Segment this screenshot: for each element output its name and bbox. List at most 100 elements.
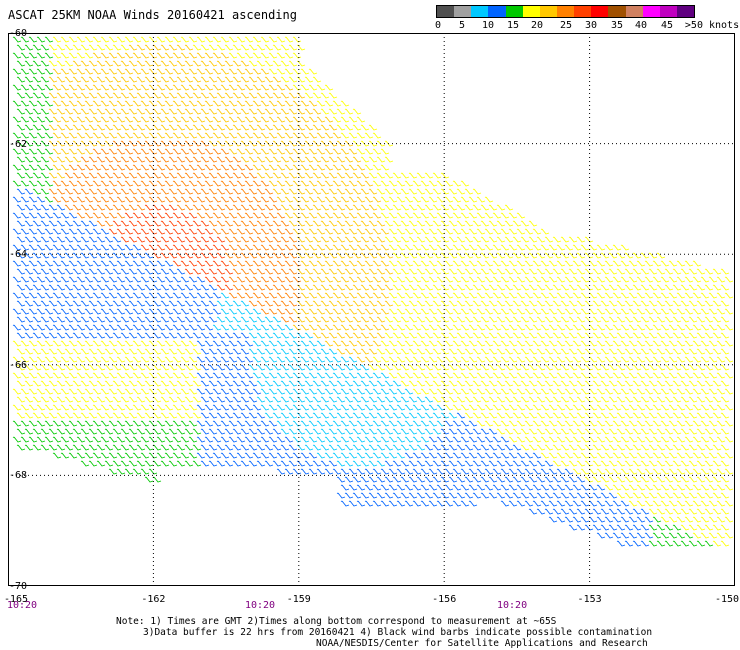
wind-barb: [168, 300, 178, 307]
wind-barb: [124, 372, 134, 379]
wind-barb: [60, 116, 70, 123]
wind-barb: [116, 260, 126, 267]
wind-barb: [424, 460, 434, 467]
wind-barb: [376, 284, 386, 291]
wind-barb: [168, 268, 178, 275]
wind-barb: [156, 436, 166, 443]
wind-barb: [260, 212, 270, 219]
wind-barb: [572, 452, 582, 459]
wind-barb: [156, 196, 166, 203]
wind-barb: [308, 84, 318, 91]
wind-barb: [664, 284, 674, 291]
wind-barb: [172, 164, 182, 171]
wind-barb: [372, 228, 382, 235]
wind-barb: [408, 332, 418, 339]
wind-barb: [212, 372, 222, 379]
wind-barb: [656, 364, 666, 371]
wind-barb: [552, 492, 562, 499]
wind-barb: [152, 124, 162, 131]
wind-barb: [320, 252, 330, 259]
wind-barb: [604, 516, 614, 523]
wind-barb: [108, 164, 118, 171]
wind-barb: [112, 44, 122, 51]
wind-barb: [720, 540, 730, 547]
wind-barb: [160, 172, 170, 179]
wind-barb: [428, 212, 438, 219]
wind-barb: [360, 444, 370, 451]
wind-barb: [428, 180, 438, 187]
wind-barb: [292, 180, 302, 187]
wind-barb: [52, 212, 62, 219]
wind-barb: [336, 124, 346, 131]
wind-barb: [560, 284, 570, 291]
wind-barb: [248, 92, 258, 99]
wind-barb: [564, 356, 574, 363]
wind-barb: [456, 204, 466, 211]
wind-barb: [596, 340, 606, 347]
wind-barb: [112, 124, 122, 131]
wind-barb: [612, 484, 622, 491]
wind-barb: [548, 372, 558, 379]
wind-barb: [68, 196, 78, 203]
wind-barb: [364, 436, 374, 443]
wind-barb: [276, 164, 286, 171]
wind-barb: [120, 140, 130, 147]
wind-barb: [556, 420, 566, 427]
wind-barb: [64, 220, 74, 227]
wind-barb: [24, 188, 34, 195]
wind-barb: [548, 436, 558, 443]
wind-barb: [664, 492, 674, 499]
wind-barb: [260, 340, 270, 347]
wind-barb: [464, 380, 474, 387]
wind-barb: [592, 316, 602, 323]
wind-barb: [600, 284, 610, 291]
wind-barb: [140, 68, 150, 75]
wind-barb: [412, 420, 422, 427]
wind-barb: [208, 204, 218, 211]
wind-barb: [12, 260, 22, 267]
wind-barb: [108, 68, 118, 75]
wind-barb: [608, 316, 618, 323]
wind-barb: [16, 316, 26, 323]
wind-barb: [140, 468, 150, 475]
wind-barb: [444, 228, 454, 235]
wind-barb: [88, 92, 98, 99]
wind-barb: [268, 52, 278, 59]
wind-barb: [476, 292, 486, 299]
wind-barb: [224, 124, 234, 131]
wind-barb: [56, 396, 66, 403]
wind-barb: [52, 228, 62, 235]
wind-barb: [164, 196, 174, 203]
wind-barb: [72, 172, 82, 179]
wind-barb: [328, 236, 338, 243]
wind-barb: [256, 428, 266, 435]
wind-barb: [176, 140, 186, 147]
wind-barb: [300, 436, 310, 443]
wind-barb: [200, 124, 210, 131]
wind-barb: [176, 444, 186, 451]
wind-barb: [472, 332, 482, 339]
wind-barb: [160, 412, 170, 419]
wind-barb: [168, 236, 178, 243]
wind-barb: [228, 116, 238, 123]
wind-barb: [136, 444, 146, 451]
wind-barb: [188, 164, 198, 171]
wind-barb: [608, 444, 618, 451]
wind-barb: [140, 404, 150, 411]
wind-barb: [164, 292, 174, 299]
wind-barb: [352, 140, 362, 147]
wind-barb: [300, 404, 310, 411]
wind-barb: [684, 484, 694, 491]
wind-barb: [704, 364, 714, 371]
wind-barb: [616, 268, 626, 275]
wind-barb: [124, 228, 134, 235]
wind-barb: [544, 476, 554, 483]
wind-barb: [684, 324, 694, 331]
wind-barb: [712, 364, 722, 371]
wind-barb: [588, 388, 598, 395]
wind-barb: [692, 388, 702, 395]
wind-barb: [180, 388, 190, 395]
wind-barb: [356, 340, 366, 347]
wind-barb: [344, 348, 354, 355]
wind-barb: [664, 268, 674, 275]
